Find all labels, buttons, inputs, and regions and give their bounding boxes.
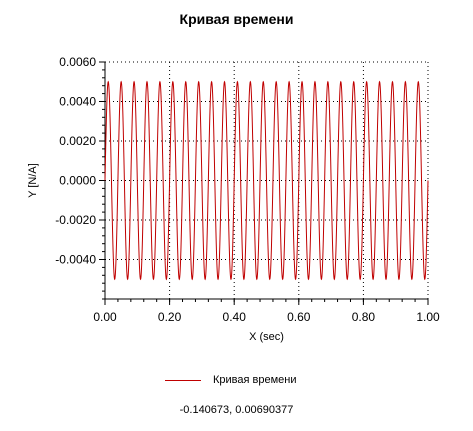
- y-tick-label: -0.0040: [55, 253, 96, 267]
- x-tick-label: 0.60: [287, 310, 311, 324]
- y-axis-label: Y [N/A]: [27, 163, 39, 198]
- chart-title: Кривая времени: [179, 11, 294, 27]
- x-tick-label: 1.00: [416, 310, 440, 324]
- legend-label: Кривая времени: [213, 374, 297, 386]
- x-tick-label: 0.00: [93, 310, 117, 324]
- series-line: [104, 80, 429, 281]
- y-tick-label: 0.0040: [59, 95, 96, 109]
- y-tick-label: 0.0020: [59, 134, 96, 148]
- legend: Кривая времени: [165, 372, 297, 388]
- y-tick-label: 0.0060: [59, 55, 96, 69]
- y-tick-label: 0.0000: [59, 174, 96, 188]
- cursor-coordinate-readout: -0.140673, 0.00690377: [179, 404, 294, 416]
- y-tick-label: -0.0020: [55, 213, 96, 227]
- x-axis-label: X (sec): [249, 331, 284, 343]
- x-tick-label: 0.40: [223, 310, 247, 324]
- legend-line-swatch: [165, 379, 201, 381]
- x-tick-label: 0.20: [158, 310, 182, 324]
- x-tick-label: 0.80: [352, 310, 376, 324]
